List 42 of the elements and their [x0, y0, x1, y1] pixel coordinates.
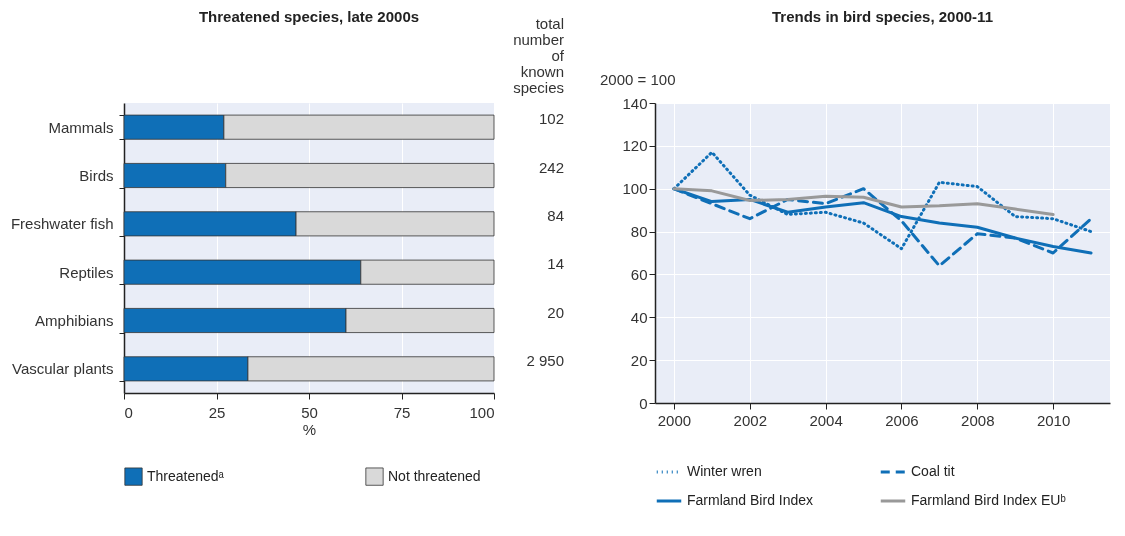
x-tick-label: 50: [301, 403, 318, 421]
x-tick-label: 2004: [809, 411, 843, 429]
text: 242: [538, 158, 564, 176]
x-tick-label: 25: [208, 403, 226, 421]
x-tick-label: 2006: [885, 411, 919, 429]
x-tick-label: 2002: [733, 411, 767, 429]
line-series: [672, 187, 1055, 216]
legend-label: Threatenedᵃ: [147, 467, 225, 484]
y-tick-label: Reptiles: [59, 263, 114, 281]
legend-label: Coal tit: [911, 463, 955, 479]
text: 84: [547, 206, 564, 224]
y-tick-label: 100: [622, 180, 648, 198]
y-axis-title: 2000 = 100: [600, 71, 676, 88]
text: 20: [547, 303, 564, 321]
legend-label: Farmland Bird Index EUᵇ: [911, 492, 1066, 508]
y-tick-label: Amphibians: [35, 312, 114, 329]
y-tick-label: Mammals: [48, 118, 114, 136]
x-tick-label: 2010: [1036, 411, 1071, 429]
x-tick-label: 75: [393, 403, 411, 421]
legend-label: Not threatened: [388, 467, 481, 484]
y-tick-label: Freshwater fish: [10, 215, 114, 233]
legend-label: Farmland Bird Index: [687, 492, 814, 508]
chart-title: Trends in bird species, 2000-11: [772, 8, 993, 25]
text: 2 950: [526, 351, 564, 369]
text: 102: [538, 110, 564, 128]
y-tick-label: Birds: [79, 167, 114, 184]
y-tick-label: 120: [622, 137, 648, 155]
x-axis-title: %: [302, 420, 317, 438]
y-tick-label: Vascular plants: [12, 360, 114, 378]
text: 14: [547, 255, 564, 273]
y-tick-label: 60: [630, 265, 648, 283]
x-tick-label: 100: [469, 403, 495, 421]
y-tick-label: 20: [630, 351, 648, 369]
x-tick-label: 2008: [961, 411, 995, 429]
legend-label: Winter wren: [687, 463, 762, 479]
y-tick-label: 80: [630, 223, 648, 241]
y-tick-label: 140: [622, 94, 648, 112]
text: total number of known species: [513, 15, 565, 96]
chart-title: Threatened species, late 2000s: [198, 8, 420, 25]
y-tick-label: 40: [630, 308, 648, 326]
x-tick-label: 0: [124, 403, 133, 421]
x-tick-label: 2000: [657, 411, 692, 429]
